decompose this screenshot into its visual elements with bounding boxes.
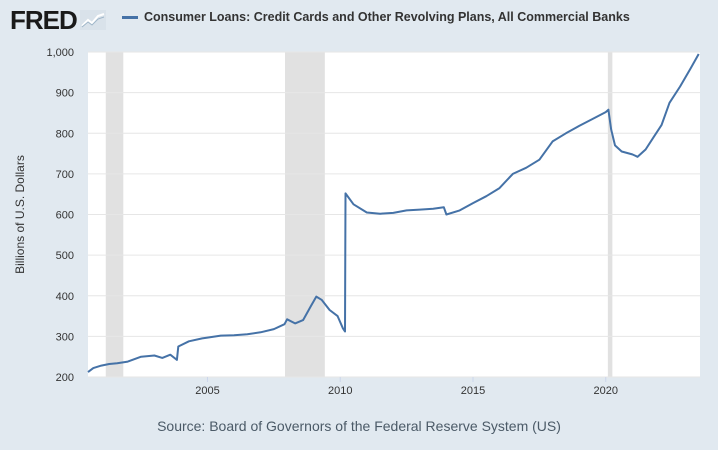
- legend-label: Consumer Loans: Credit Cards and Other R…: [144, 10, 630, 24]
- y-tick-label: 800: [56, 128, 74, 140]
- y-tick-label: 200: [56, 372, 74, 384]
- x-tick-label: 2010: [328, 385, 352, 397]
- logo-text: FRED: [10, 5, 78, 35]
- y-tick-label: 1,000: [46, 47, 74, 59]
- x-tick-label: 2005: [195, 385, 219, 397]
- y-tick-label: 900: [56, 88, 74, 100]
- y-tick-label: 300: [56, 331, 74, 343]
- y-tick-label: 500: [56, 250, 74, 262]
- chart-header: FRED Consumer Loans: Credit Cards and Ot…: [0, 0, 718, 40]
- y-tick-label: 600: [56, 210, 74, 222]
- fred-logo[interactable]: FRED: [10, 6, 106, 34]
- y-axis-label: Billions of U.S. Dollars: [13, 155, 27, 274]
- series-line: [87, 53, 700, 373]
- x-tick-label: 2015: [461, 385, 485, 397]
- y-tick-label: 400: [56, 291, 74, 303]
- x-tick-label: 2020: [594, 385, 618, 397]
- y-tick-label: 700: [56, 169, 74, 181]
- legend-swatch: [122, 15, 138, 19]
- chart-line-icon: [79, 10, 106, 30]
- source-note: Source: Board of Governors of the Federa…: [157, 418, 561, 434]
- legend[interactable]: Consumer Loans: Credit Cards and Other R…: [122, 10, 630, 24]
